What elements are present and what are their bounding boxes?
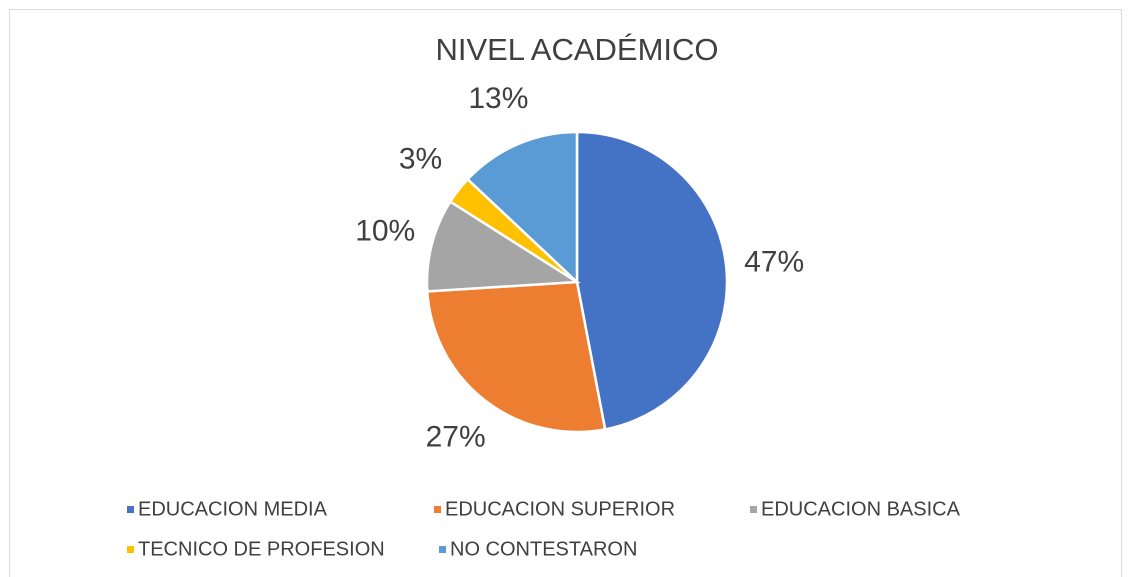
legend-marker [439,546,446,553]
pie-slice [425,199,581,293]
data-label: 47% [744,245,804,278]
data-label: 13% [468,82,528,115]
legend-marker [434,506,441,513]
data-label: 10% [355,215,415,248]
pie-slice [465,130,579,285]
pie-slice [425,280,607,434]
legend-label: NO CONTESTARON [450,538,637,560]
legend-marker [127,506,134,513]
legend-label: EDUCACION SUPERIOR [445,498,675,520]
legend-marker [127,546,134,553]
pie-slice [575,130,729,431]
legend-label: EDUCACION BASICA [761,498,961,520]
legend-marker [750,506,757,513]
chart-title: NIVEL ACADÉMICO [435,32,718,67]
data-label: 27% [426,420,486,453]
legend-label: TECNICO DE PROFESION [138,538,385,560]
legend-label: EDUCACION MEDIA [138,498,328,520]
data-label: 3% [399,143,442,176]
